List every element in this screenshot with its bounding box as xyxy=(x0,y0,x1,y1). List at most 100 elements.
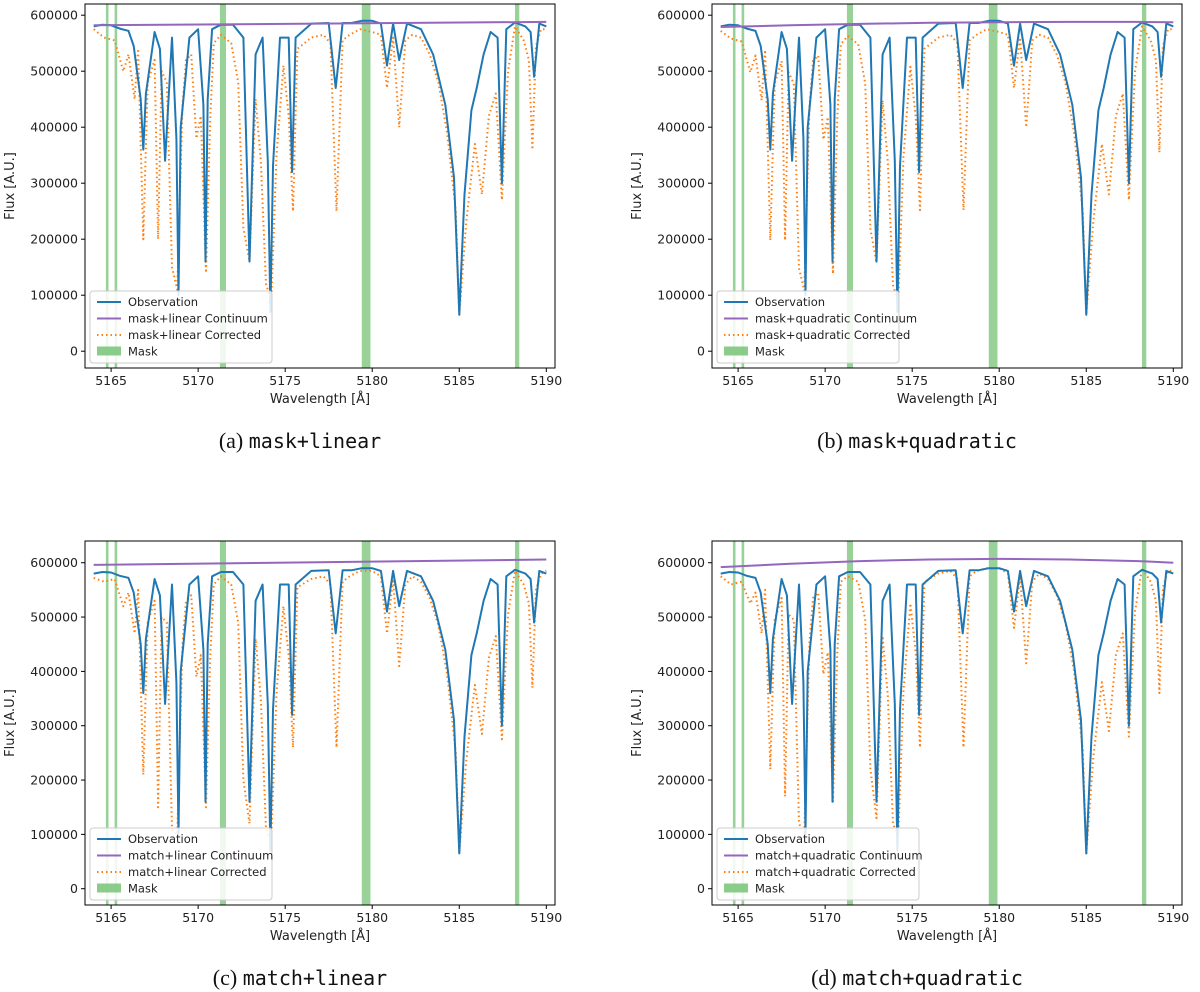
y-tick-label: 400000 xyxy=(657,120,705,135)
corrected-line xyxy=(93,25,547,316)
mask-region xyxy=(988,541,998,905)
y-tick-label: 600000 xyxy=(657,555,705,570)
legend-entry: mask+quadratic Corrected xyxy=(755,328,910,342)
x-axis-label: Wavelength [Å] xyxy=(270,391,370,407)
mask-region xyxy=(732,541,736,905)
y-tick-label: 300000 xyxy=(657,718,705,733)
y-tick-label: 600000 xyxy=(30,555,78,570)
mask-region xyxy=(1141,4,1147,368)
legend-entry: Observation xyxy=(755,295,825,309)
chart-c: 5165 5170 5175 5180 5185 5190 0 100000 200000 300… xyxy=(3,540,562,944)
x-axis-label: Wavelength [Å] xyxy=(897,928,997,944)
y-tick-label: 600000 xyxy=(657,8,705,23)
mask-region xyxy=(114,541,118,905)
caption-c-method: match+linear xyxy=(242,966,388,990)
caption-a: (a) mask+linear xyxy=(0,428,600,454)
y-tick-label: 500000 xyxy=(657,64,705,79)
legend-box xyxy=(716,290,900,364)
mask-region xyxy=(1141,541,1147,905)
observation-line xyxy=(720,19,1174,316)
y-axis-label: Flux [A.U.] xyxy=(630,152,645,220)
y-tick-label: 100000 xyxy=(30,827,78,842)
legend-box xyxy=(716,827,920,901)
x-tick-label: 5190 xyxy=(1157,373,1189,388)
axes-frame xyxy=(711,3,1183,369)
x-axis-label: Wavelength [Å] xyxy=(270,928,370,944)
y-tick-label: 0 xyxy=(70,344,78,359)
continuum-line xyxy=(93,558,547,566)
x-axis-label: Wavelength [Å] xyxy=(897,391,997,407)
caption-d: (d) match+quadratic xyxy=(617,965,1200,991)
legend-mask-swatch xyxy=(724,883,748,893)
x-tick-label: 5175 xyxy=(896,910,928,925)
mask-region xyxy=(361,4,371,368)
legend-entry: match+linear Continuum xyxy=(128,849,273,863)
x-tick-label: 5180 xyxy=(983,373,1015,388)
legend-entry: match+quadratic Corrected xyxy=(755,865,916,879)
caption-b-label: (b) xyxy=(817,428,843,453)
x-tick-label: 5165 xyxy=(95,373,127,388)
y-axis-label: Flux [A.U.] xyxy=(3,689,18,757)
legend-entry: match+linear Corrected xyxy=(128,865,267,879)
mask-region xyxy=(105,4,109,368)
legend-entry: Mask xyxy=(128,882,158,896)
legend-entry: mask+linear Corrected xyxy=(128,328,261,342)
legend: Observation mask+linear Continuum mask+lin… xyxy=(89,290,273,364)
corrected-line xyxy=(720,25,1174,316)
x-tick-label: 5180 xyxy=(356,373,388,388)
caption-c-label: (c) xyxy=(212,965,238,990)
caption-b: (b) mask+quadratic xyxy=(617,428,1200,454)
x-tick-label: 5175 xyxy=(269,910,301,925)
observation-line xyxy=(93,567,547,855)
chart-b: 5165 5170 5175 5180 5185 5190 0 100000 200000 300… xyxy=(630,3,1189,407)
mask-region xyxy=(361,541,371,905)
chart-d: 5165 5170 5175 5180 5185 5190 0 100000 200000 300… xyxy=(630,540,1189,944)
y-tick-label: 300000 xyxy=(657,176,705,191)
x-tick-label: 5175 xyxy=(269,373,301,388)
panel-d: 5165 5170 5175 5180 5185 5190 0 100000 200000 300… xyxy=(627,537,1189,977)
panel-b: 5165 5170 5175 5180 5185 5190 0 100000 200000 300… xyxy=(627,0,1189,440)
observation-line xyxy=(93,19,547,316)
legend-box xyxy=(89,827,273,901)
mask-region xyxy=(846,4,853,368)
x-tick-label: 5190 xyxy=(530,373,562,388)
mask-region xyxy=(514,4,520,368)
mask-region xyxy=(846,541,853,905)
x-tick-label: 5185 xyxy=(1070,373,1102,388)
x-tick-label: 5170 xyxy=(809,373,841,388)
plot-area xyxy=(93,4,547,368)
legend-entry: Mask xyxy=(128,345,158,359)
y-tick-label: 100000 xyxy=(30,288,78,303)
legend-entry: Observation xyxy=(128,295,198,309)
x-tick-label: 5185 xyxy=(443,373,475,388)
y-tick-label: 400000 xyxy=(657,664,705,679)
y-tick-label: 400000 xyxy=(30,664,78,679)
y-tick-label: 400000 xyxy=(30,120,78,135)
caption-a-method: mask+linear xyxy=(248,429,382,453)
mask-region xyxy=(219,4,226,368)
x-tick-label: 5185 xyxy=(1070,910,1102,925)
caption-d-method: match+quadratic xyxy=(842,966,1023,990)
continuum-line xyxy=(720,20,1174,28)
x-tick-label: 5170 xyxy=(182,910,214,925)
y-tick-label: 100000 xyxy=(657,827,705,842)
legend: Observation mask+quadratic Continuum mask+… xyxy=(716,290,917,364)
y-tick-label: 200000 xyxy=(30,773,78,788)
caption-a-label: (a) xyxy=(218,428,244,453)
y-tick-label: 500000 xyxy=(657,610,705,625)
continuum-line xyxy=(93,20,547,27)
mask-region xyxy=(741,541,745,905)
y-tick-label: 0 xyxy=(697,344,705,359)
y-tick-label: 200000 xyxy=(30,232,78,247)
legend-entry: mask+quadratic Continuum xyxy=(755,312,917,326)
y-axis-label: Flux [A.U.] xyxy=(630,689,645,757)
x-tick-label: 5170 xyxy=(182,373,214,388)
legend-entry: Mask xyxy=(755,882,785,896)
y-tick-label: 300000 xyxy=(30,718,78,733)
mask-region xyxy=(105,541,109,905)
mask-region xyxy=(988,4,998,368)
y-tick-label: 200000 xyxy=(657,232,705,247)
y-tick-label: 200000 xyxy=(657,773,705,788)
mask-region xyxy=(732,4,736,368)
x-tick-label: 5165 xyxy=(722,910,754,925)
